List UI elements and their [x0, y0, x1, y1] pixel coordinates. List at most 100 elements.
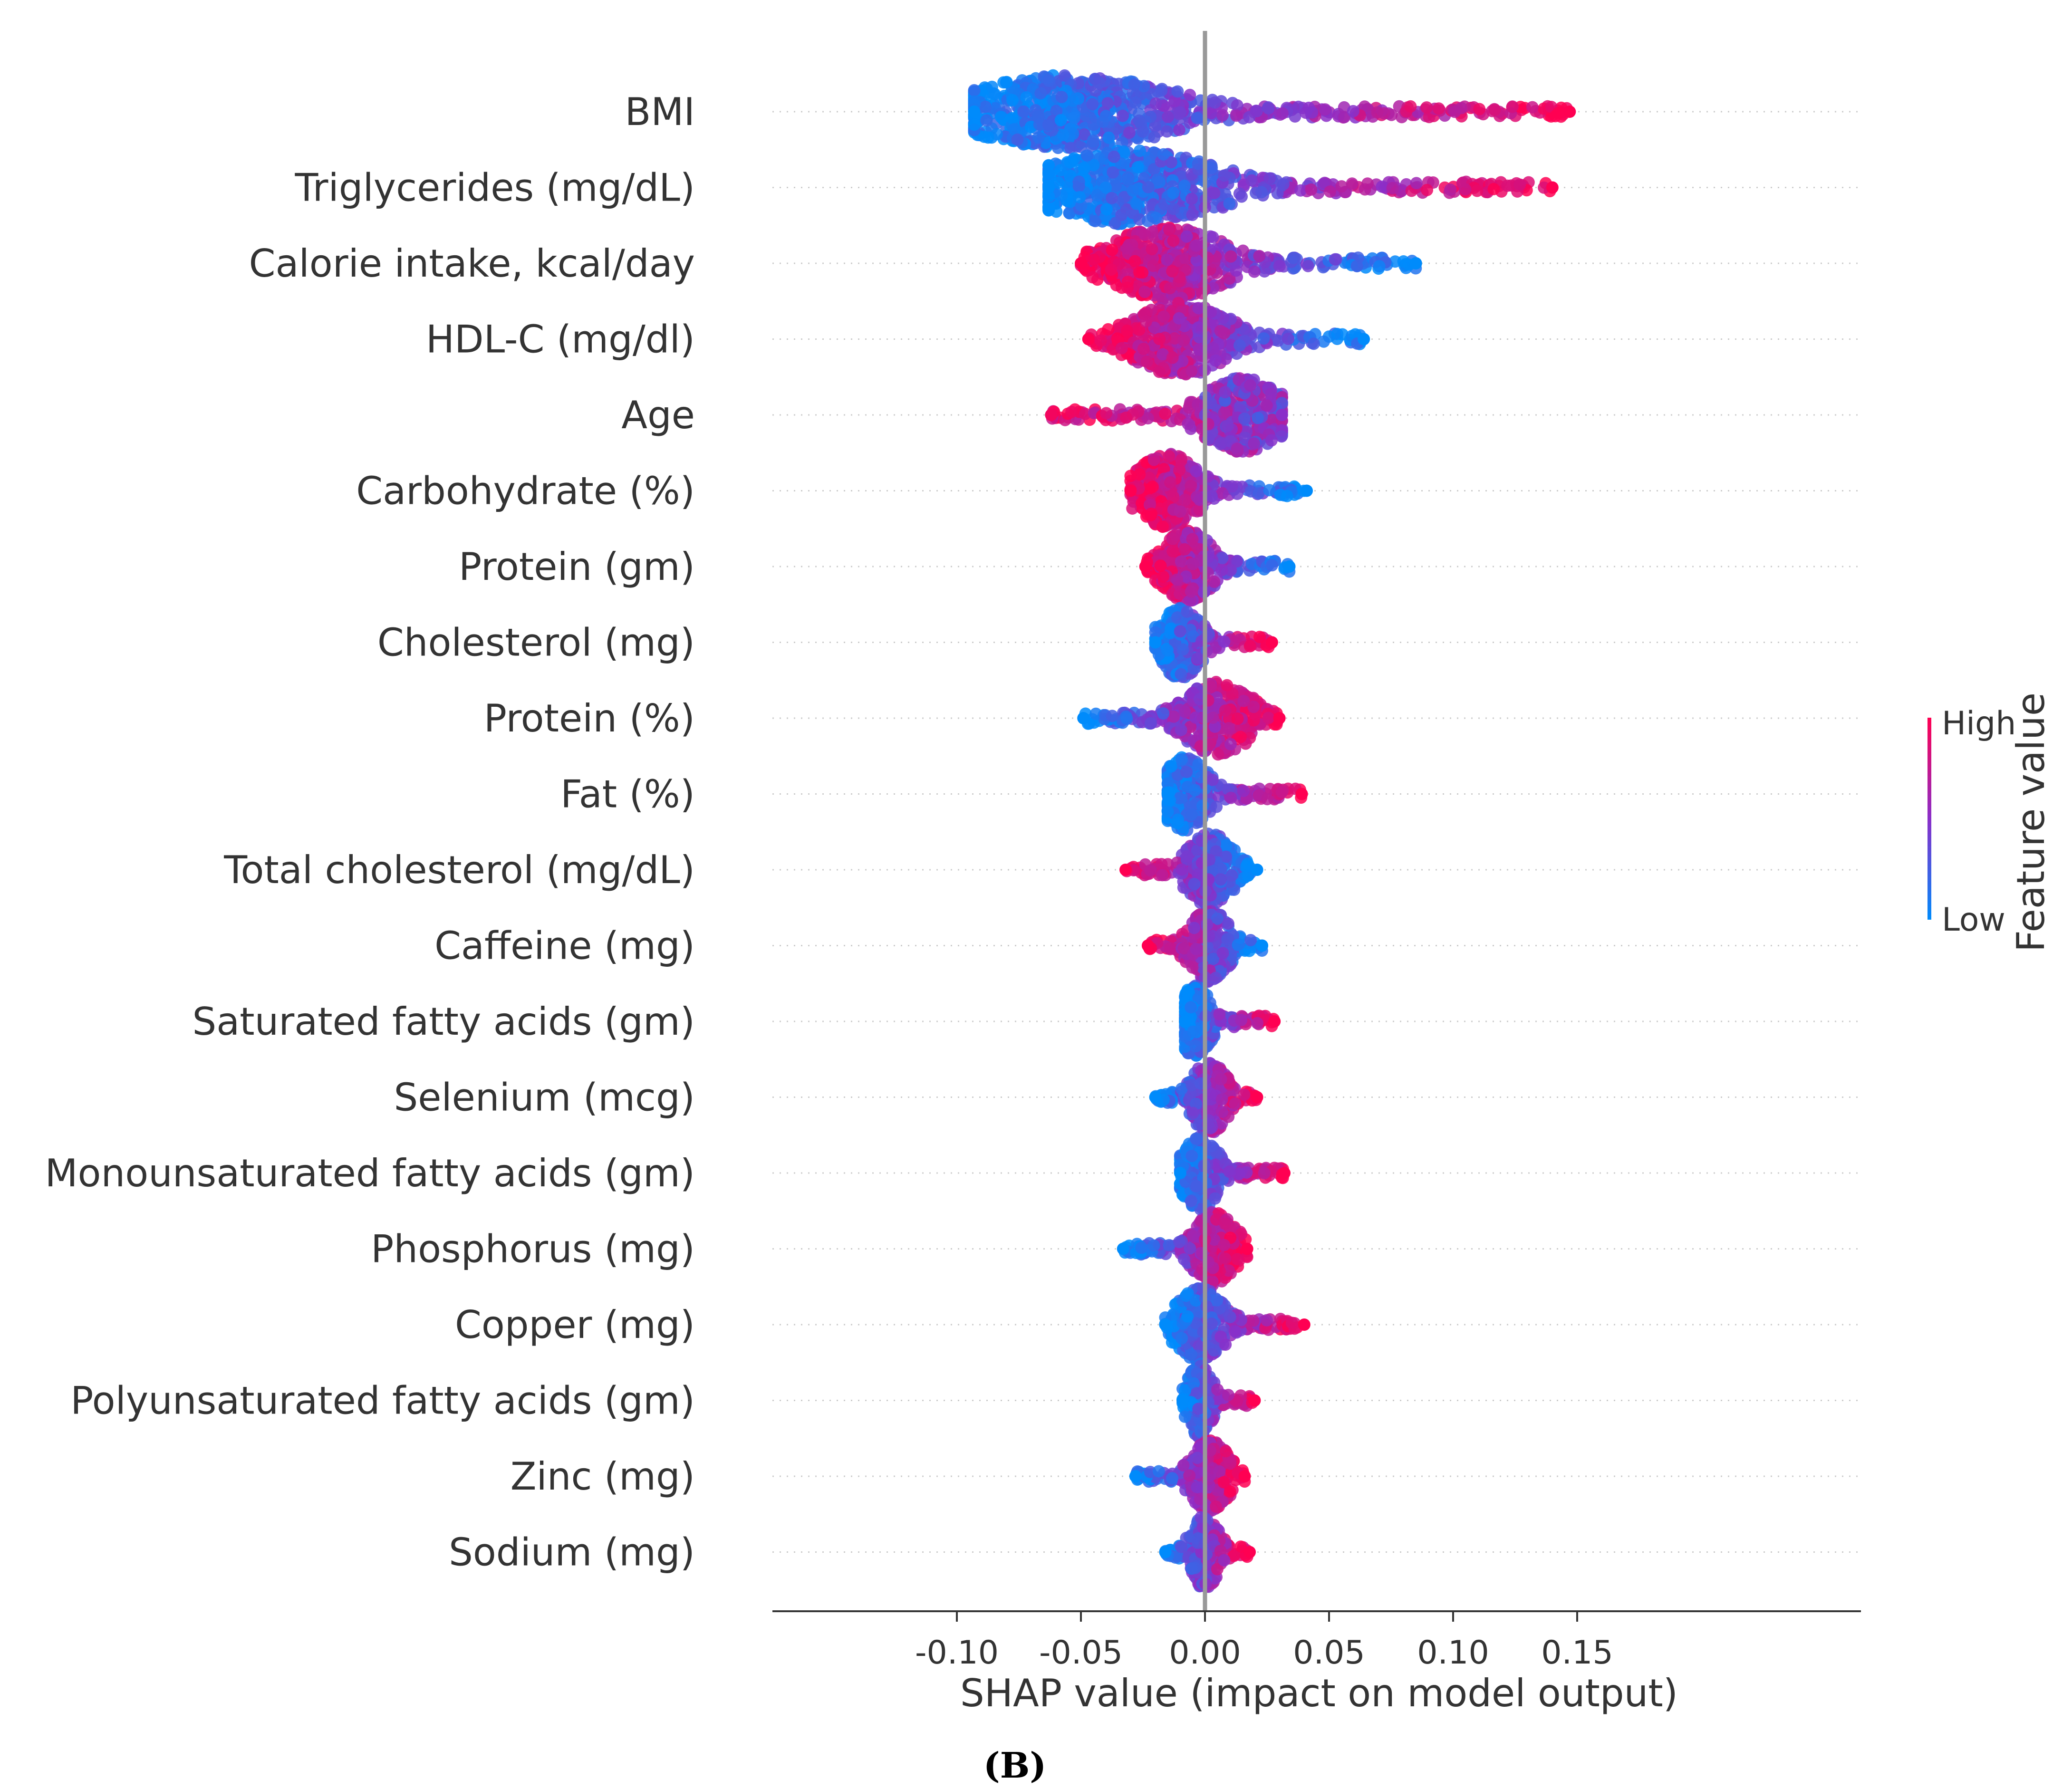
shap-dot	[1546, 181, 1559, 194]
shap-dot	[1051, 142, 1064, 154]
shap-dot	[1281, 490, 1293, 502]
shap-dot	[1042, 167, 1055, 180]
shap-dot	[1253, 789, 1265, 802]
shap-dot	[968, 118, 981, 131]
shap-dot	[1252, 487, 1265, 500]
shap-dot	[1063, 207, 1076, 220]
shap-dot	[1145, 508, 1157, 520]
shap-dot	[1206, 342, 1219, 355]
shap-dot	[1118, 146, 1130, 159]
shap-dot	[1124, 484, 1137, 497]
shap-dot	[1265, 434, 1278, 447]
shap-dot	[1251, 864, 1263, 876]
shap-dot	[1178, 543, 1191, 556]
shap-dot	[1224, 250, 1237, 263]
shap-dot	[1209, 354, 1222, 367]
shap-dot	[1552, 106, 1565, 119]
shap-dot	[1471, 184, 1484, 197]
shap-dot	[1099, 181, 1112, 194]
shap-dot	[1122, 173, 1134, 186]
shap-dot	[1347, 105, 1359, 117]
shap-dot	[1386, 182, 1399, 194]
shap-dot	[1277, 178, 1290, 191]
shap-dot	[1171, 85, 1184, 98]
shap-dot	[1444, 183, 1457, 196]
shap-dot	[1263, 484, 1276, 497]
shap-dot	[1177, 334, 1190, 347]
shap-dot	[1157, 707, 1170, 720]
shap-dot	[1128, 255, 1141, 268]
shap-dot	[1307, 337, 1320, 350]
shap-dot	[1260, 399, 1273, 412]
shap-dot	[1185, 585, 1197, 598]
shap-dot	[1097, 115, 1109, 128]
shap-dot	[1179, 493, 1192, 506]
shap-dot	[1248, 437, 1260, 450]
shap-dot	[1167, 710, 1180, 723]
shap-dot	[1077, 712, 1090, 724]
shap-dot	[1042, 118, 1055, 131]
shap-dot	[1100, 407, 1113, 420]
shap-dot	[982, 131, 994, 144]
shap-dot	[1181, 850, 1194, 863]
shap-dot	[1058, 69, 1071, 82]
shap-dot	[1192, 398, 1205, 411]
shap-dot	[1250, 105, 1262, 117]
shap-dot	[1175, 555, 1187, 568]
shap-dot	[1488, 104, 1501, 116]
shap-dot	[1089, 215, 1102, 228]
shap-dot	[1188, 878, 1201, 891]
shap-dot	[1006, 112, 1019, 125]
shap-dot	[1173, 124, 1185, 136]
shap-dot	[1117, 109, 1129, 122]
shap-dot	[1140, 356, 1153, 368]
shap-dot	[1237, 785, 1250, 797]
shap-dot	[1234, 731, 1247, 743]
shap-dot	[1163, 450, 1176, 462]
shap-dot	[1222, 722, 1235, 735]
shap-dot	[1185, 808, 1198, 821]
shap-dot	[1243, 640, 1256, 653]
shap-dot	[1176, 753, 1188, 766]
shap-dot	[1329, 253, 1341, 266]
shap-dot	[1129, 96, 1142, 109]
shap-dot	[1138, 286, 1151, 298]
shap-dot	[1212, 748, 1224, 761]
shap-dot	[1064, 195, 1077, 208]
shap-dot	[1130, 197, 1143, 210]
shap-dot	[1224, 791, 1237, 804]
shap-dot	[1513, 178, 1526, 191]
shap-dot	[1190, 239, 1203, 252]
shap-dot	[1008, 123, 1021, 135]
shap-dot	[1205, 107, 1217, 119]
shap-dot	[1033, 118, 1046, 131]
shap-dot	[1373, 260, 1386, 273]
shap-dot	[1149, 120, 1162, 133]
shap-dot	[1225, 480, 1238, 493]
shap-dot	[1459, 183, 1472, 196]
shap-dot	[1073, 191, 1086, 203]
shap-dot	[1151, 173, 1164, 186]
shap-dot	[1210, 800, 1223, 813]
shap-dot	[1091, 189, 1103, 202]
shap-dot	[1338, 111, 1351, 124]
shap-dot	[1080, 149, 1093, 162]
shap-dot	[1185, 480, 1197, 492]
shap-dot	[1217, 311, 1230, 324]
shap-dot	[1172, 813, 1185, 826]
shap-dot	[1171, 573, 1184, 586]
shap-dot	[1120, 411, 1132, 424]
shap-dot	[1075, 257, 1087, 269]
shap-dot	[1174, 625, 1186, 638]
shap-dot	[1350, 260, 1363, 272]
shap-dot	[1107, 166, 1119, 179]
shap-dot	[1167, 186, 1180, 199]
shap-dot	[1067, 127, 1079, 140]
shap-dot	[1148, 131, 1161, 144]
shap-dot	[1221, 679, 1234, 692]
shap-dot	[1262, 712, 1275, 724]
shap-dot	[1020, 91, 1033, 104]
shap-dot	[1161, 805, 1174, 818]
shap-dot	[1248, 265, 1261, 278]
